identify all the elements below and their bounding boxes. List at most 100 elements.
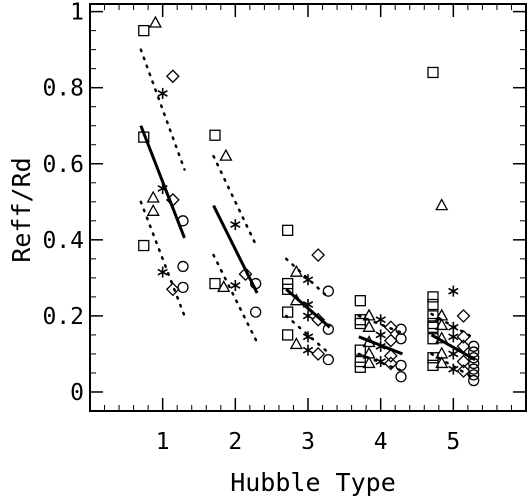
asterisk-point [302, 298, 314, 310]
y-tick-label: 0.4 [42, 228, 84, 254]
ticks [90, 4, 526, 411]
diamond-point [238, 267, 253, 281]
asterisk-point [302, 310, 314, 322]
asterisk-point [375, 340, 386, 352]
circle-point [468, 357, 480, 370]
square-point [427, 359, 439, 372]
asterisk-point [448, 285, 459, 297]
circle-point [322, 323, 334, 335]
upper-bound-line [357, 314, 404, 335]
asterisk-point [302, 274, 314, 286]
circle-point [468, 340, 480, 352]
diamond-point [383, 356, 398, 371]
x-tick-label: 5 [446, 429, 460, 455]
square-point [427, 321, 439, 333]
square-point [138, 239, 150, 252]
triangle-point [362, 335, 376, 348]
circle-point [250, 306, 262, 318]
square-point [282, 306, 294, 318]
diamond-point [165, 192, 180, 207]
diamond-point [311, 312, 326, 327]
fit-lines [139, 48, 477, 380]
upper-bound-line [284, 257, 332, 301]
triangle-point [148, 15, 162, 28]
triangle-point [362, 356, 376, 369]
circle-point [395, 323, 407, 335]
diamond-point [456, 329, 471, 344]
lower-bound-line [284, 314, 332, 356]
triangle-point [146, 190, 160, 203]
diamond-point [383, 333, 398, 348]
y-tick-label: 0.8 [42, 76, 84, 102]
circle-point [468, 363, 480, 375]
asterisk-point [157, 182, 168, 194]
tick-labels: 0 0.2 0.4 0.6 0.8 1 1 2 3 4 5 [42, 0, 460, 455]
diamond-point [456, 364, 471, 378]
x-tick-label: 3 [301, 429, 315, 455]
triangle-point [146, 203, 160, 216]
upper-bound-line [212, 154, 259, 249]
asterisk-point [302, 344, 314, 356]
triangle-point [289, 337, 303, 350]
asterisk-point [230, 219, 241, 231]
asterisk-point [375, 314, 386, 326]
square-point [354, 317, 366, 330]
square-point [354, 344, 366, 356]
y-tick-label: 1 [70, 0, 84, 26]
diamond-point [383, 348, 398, 363]
diamond-point [456, 308, 471, 323]
asterisk-point [230, 279, 241, 291]
data-points [138, 15, 480, 387]
lower-bound-line [139, 200, 186, 318]
triangle-point [435, 198, 449, 211]
triangle-point [362, 308, 376, 321]
diamond-point [165, 69, 180, 84]
diamond-point [456, 339, 471, 354]
asterisk-point [157, 87, 168, 99]
circle-point [177, 260, 189, 273]
asterisk-point [448, 321, 459, 333]
triangle-point [362, 319, 376, 332]
diamond-point [165, 282, 180, 297]
fit-line [139, 125, 186, 239]
diamond-point [456, 354, 471, 369]
triangle-point [219, 148, 233, 161]
triangle-point [435, 356, 449, 369]
square-point [427, 298, 439, 311]
asterisk-point [157, 266, 168, 278]
fit-line [212, 204, 259, 294]
triangle-point [435, 331, 449, 344]
square-point [282, 283, 294, 295]
y-tick-label: 0.6 [42, 152, 84, 178]
circle-point [177, 215, 189, 227]
y-tick-label: 0.2 [42, 304, 84, 330]
square-point [209, 277, 221, 290]
square-point [427, 291, 439, 303]
square-point [138, 131, 150, 143]
circle-point [250, 277, 262, 290]
circle-point [468, 374, 480, 387]
circle-point [395, 359, 407, 372]
triangle-point [435, 318, 449, 331]
circle-point [322, 353, 334, 366]
circle-point [395, 333, 407, 345]
circle-point [468, 346, 480, 358]
square-point [209, 129, 221, 141]
circle-point [177, 281, 189, 294]
x-tick-label: 1 [156, 429, 170, 455]
y-tick-label: 0 [70, 380, 84, 406]
upper-bound-line [139, 48, 186, 171]
circle-point [468, 352, 480, 364]
diamond-point [311, 347, 326, 361]
asterisk-point [448, 331, 459, 343]
square-point [282, 224, 294, 236]
asterisk-point [375, 356, 386, 368]
circle-point [468, 369, 480, 381]
asterisk-point [448, 363, 459, 375]
diamond-point [383, 320, 398, 335]
square-point [354, 355, 366, 368]
diamond-point [311, 248, 326, 262]
x-axis-title: Hubble Type [230, 468, 396, 497]
lower-bound-line [357, 352, 404, 373]
